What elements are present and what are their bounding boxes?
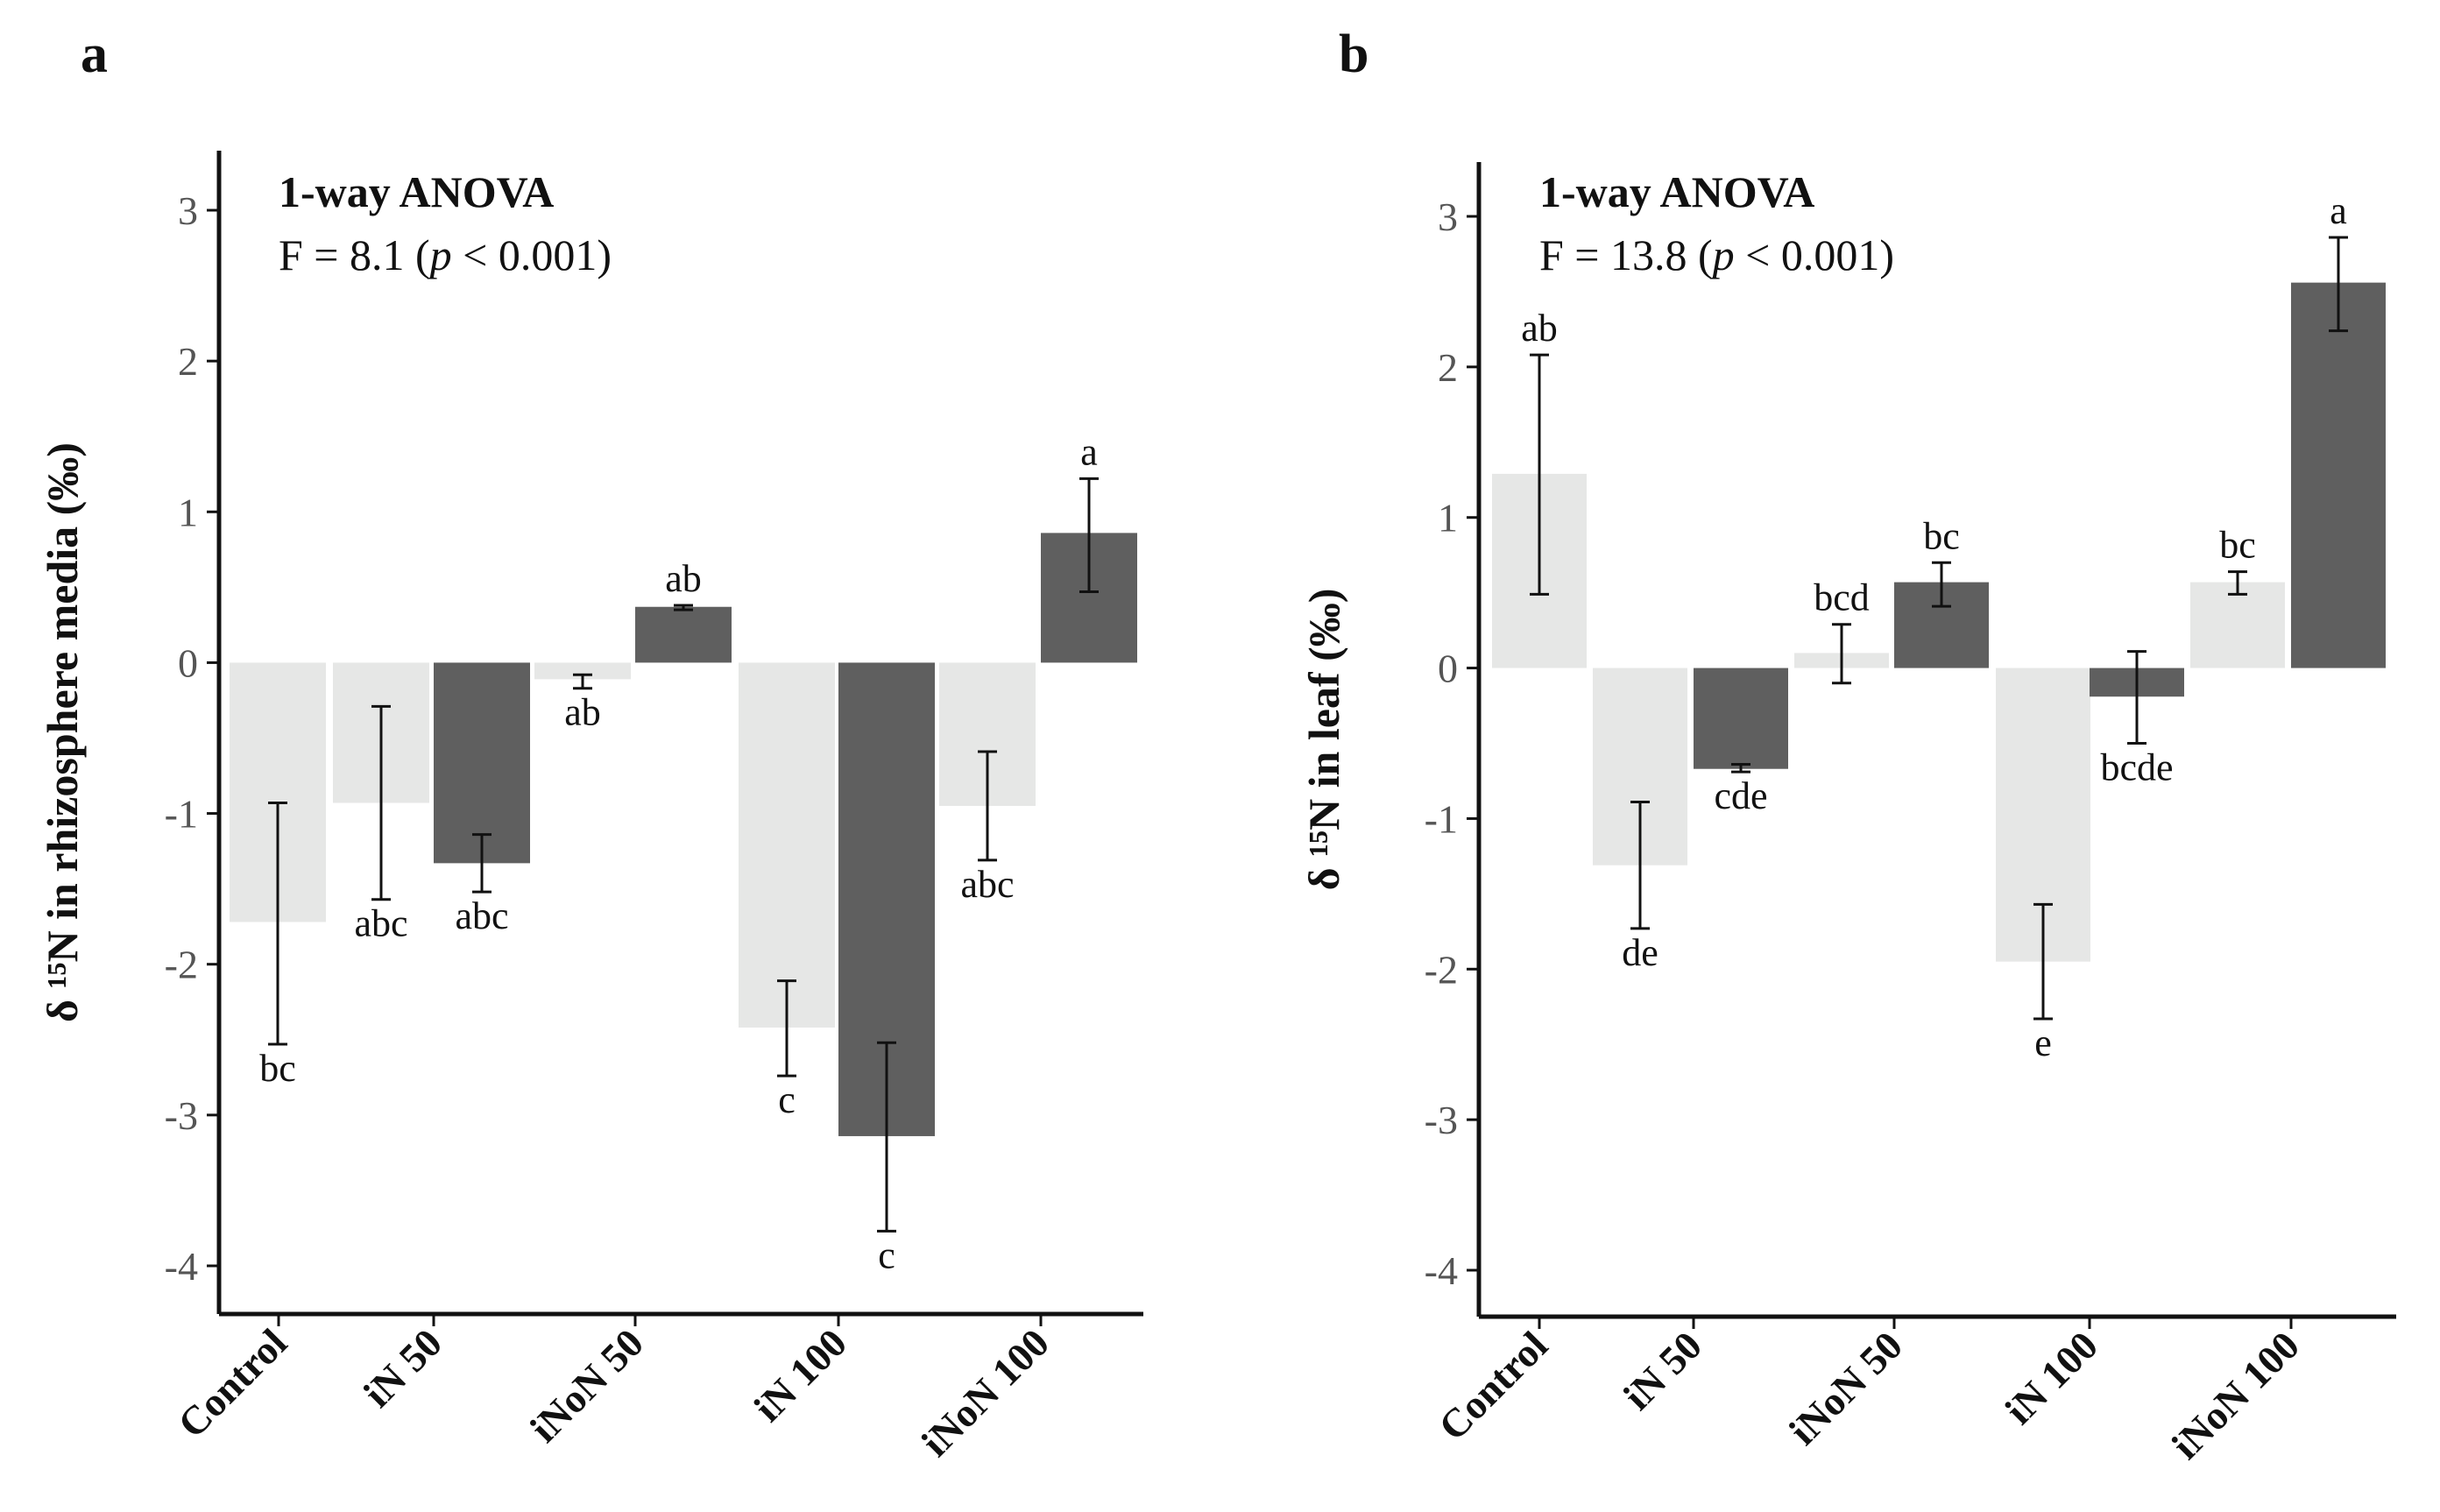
error-bar — [2329, 236, 2348, 333]
significance-letter: de — [1622, 931, 1658, 974]
x-tick-label: iN 50 — [355, 1320, 450, 1416]
error-bar — [877, 1041, 896, 1233]
y-axis-label: δ ¹⁵N in rhizosphere media (‰) — [38, 442, 87, 1022]
significance-letter: abc — [455, 894, 508, 937]
y-tick-label: -1 — [165, 792, 198, 837]
error-bar — [371, 704, 391, 901]
y-tick-label: 3 — [1438, 194, 1458, 239]
significance-letter: c — [878, 1233, 895, 1276]
error-bar — [472, 833, 492, 894]
significance-letter: abc — [960, 863, 1014, 906]
x-tick-label: iNoN 50 — [1780, 1323, 1911, 1453]
anova-stat-prefix: F = 8.1 ( — [279, 230, 430, 279]
error-bar — [2127, 650, 2146, 745]
error-bar — [1832, 623, 1851, 685]
anova-stat-suffix: < 0.001) — [1735, 230, 1894, 279]
y-tick-label: 1 — [1438, 496, 1458, 541]
error-bar — [1731, 763, 1750, 774]
y-axis-label: δ ¹⁵N in leaf (‰) — [1299, 589, 1348, 891]
bar — [635, 606, 732, 663]
significance-letter: bc — [259, 1047, 296, 1090]
y-tick-label: 2 — [178, 339, 198, 384]
error-bar — [1079, 477, 1099, 594]
y-tick-label: -4 — [1425, 1248, 1458, 1293]
y-tick-label: 2 — [1438, 345, 1458, 390]
significance-letter: bcde — [2100, 746, 2173, 789]
bar — [534, 662, 631, 680]
significance-letter: cde — [1714, 774, 1767, 817]
bar — [2291, 282, 2386, 668]
significance-letter: abc — [354, 902, 407, 945]
y-tick-label: 0 — [1438, 646, 1458, 691]
significance-letter: e — [2034, 1021, 2052, 1064]
error-bar — [1630, 801, 1650, 930]
y-tick-label: 3 — [178, 188, 198, 233]
error-bar — [674, 604, 693, 611]
y-tick-label: -3 — [1425, 1098, 1458, 1142]
significance-letter: ab — [1521, 307, 1558, 350]
error-bar — [777, 979, 796, 1077]
error-bar — [1530, 353, 1549, 596]
y-tick-label: -2 — [1425, 947, 1458, 992]
significance-letter: a — [2330, 189, 2347, 232]
error-bar — [268, 802, 287, 1046]
anova-stat-p: p — [428, 230, 452, 279]
anova-stat-prefix: F = 13.8 ( — [1539, 230, 1713, 279]
anova-stat-p: p — [1710, 230, 1735, 279]
panel-label: b — [1339, 25, 1369, 84]
x-tick-label: iNoN 50 — [521, 1320, 652, 1451]
x-tick-label: Control — [169, 1320, 295, 1446]
bar — [2190, 582, 2285, 668]
error-bar — [573, 673, 592, 690]
significance-letter: bcd — [1814, 576, 1870, 619]
error-bar — [978, 750, 997, 862]
x-tick-label: iN 100 — [746, 1320, 856, 1431]
significance-letter: bc — [2219, 524, 2256, 567]
anova-stat-suffix: < 0.001) — [452, 230, 612, 279]
bar — [434, 662, 530, 864]
significance-letter: ab — [564, 691, 601, 734]
significance-letter: ab — [665, 557, 702, 600]
error-bar — [2228, 570, 2247, 596]
error-bar — [1932, 561, 1951, 608]
x-tick-label: iNoN 100 — [913, 1320, 1057, 1465]
significance-letter: a — [1080, 430, 1098, 473]
y-tick-label: 1 — [178, 490, 198, 534]
y-tick-label: -4 — [165, 1244, 198, 1289]
y-tick-label: -1 — [1425, 796, 1458, 841]
y-tick-label: 0 — [178, 640, 198, 685]
significance-letter: bc — [1923, 514, 1960, 557]
x-tick-label: iN 100 — [1997, 1323, 2107, 1433]
y-tick-label: -2 — [165, 943, 198, 987]
x-tick-label: iNoN 100 — [2163, 1323, 2308, 1467]
significance-letter: c — [778, 1078, 796, 1121]
anova-statistic: F = 13.8 (p < 0.001) — [1539, 230, 1894, 279]
panel-b-chart: b δ ¹⁵N in leaf (‰) ab de cde bcd bc e bcde bc a -4… — [1299, 25, 2396, 1467]
bar — [739, 662, 835, 1028]
x-tick-label: iN 50 — [1615, 1323, 1710, 1418]
bar — [1694, 668, 1788, 769]
anova-title: 1-way ANOVA — [279, 167, 554, 216]
x-tick-label: Control — [1430, 1323, 1556, 1449]
y-tick-label: -3 — [165, 1093, 198, 1138]
anova-title: 1-way ANOVA — [1539, 167, 1814, 216]
anova-statistic: F = 8.1 (p < 0.001) — [279, 230, 612, 279]
error-bar — [2033, 902, 2053, 1021]
panel-label: a — [81, 25, 108, 84]
